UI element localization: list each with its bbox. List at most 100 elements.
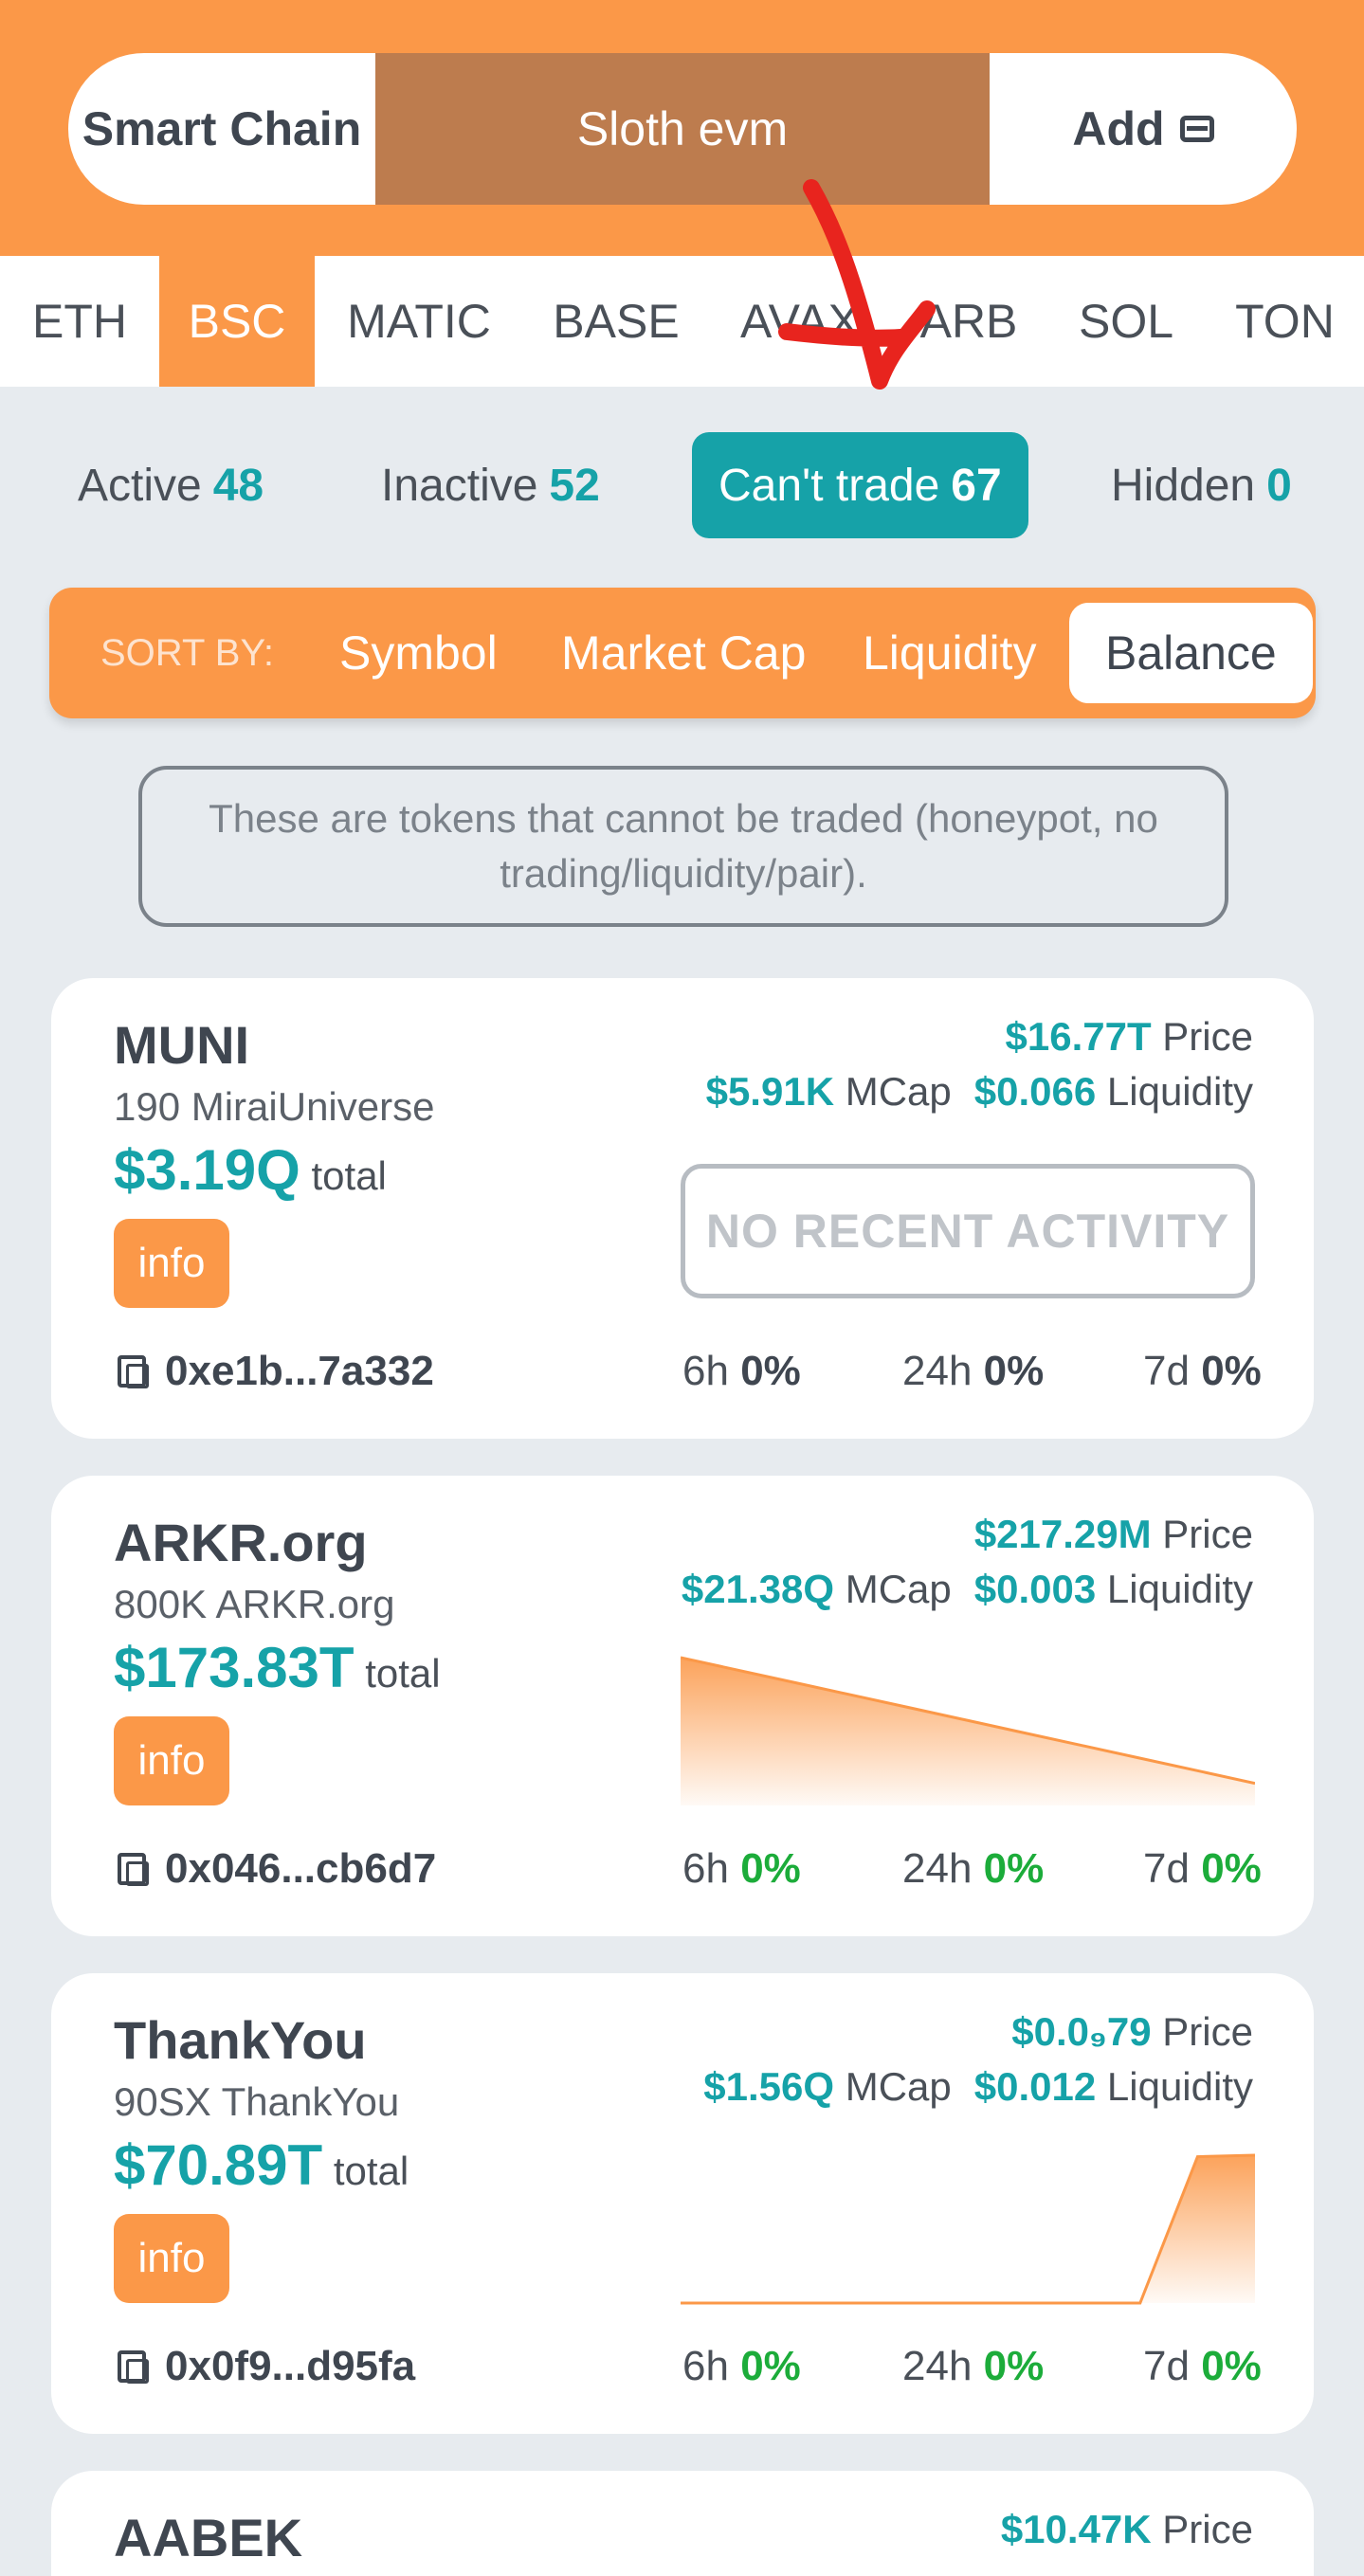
token-mcap-liquidity: $1.56Q MCap $0.012 Liquidity	[703, 2064, 1253, 2110]
filter-inactive[interactable]: Inactive 52	[381, 432, 600, 538]
change-7d-label: 7d	[1143, 1845, 1190, 1892]
token-price-value: $0.0₉79	[1011, 2009, 1152, 2054]
change-24h-value: 0%	[983, 1845, 1045, 1892]
filter-inactive-count: 52	[549, 460, 600, 511]
header-bar: Smart Chain Sloth evm Add	[0, 0, 1364, 256]
filter-hidden-count: 0	[1266, 460, 1292, 511]
info-button[interactable]: info	[114, 1219, 229, 1308]
token-liquidity-label: Liquidity	[1106, 1567, 1253, 1611]
info-button[interactable]: info	[114, 2214, 229, 2303]
token-liquidity-value: $0.066	[973, 1069, 1097, 1114]
change-6h-value: 0%	[740, 1845, 801, 1892]
token-symbol: MUNI	[114, 1015, 250, 1075]
token-address[interactable]: 0x046...cb6d7	[118, 1845, 436, 1893]
token-address[interactable]: 0xe1b...7a332	[118, 1348, 434, 1395]
change-7d: 7d 0%	[1143, 2343, 1262, 2390]
change-24h: 24h 0%	[902, 1845, 1044, 1893]
tab-eth[interactable]: ETH	[32, 295, 127, 348]
token-address-text: 0x046...cb6d7	[165, 1845, 437, 1892]
filter-cant-trade-count: 67	[951, 460, 1002, 511]
change-7d-label: 7d	[1143, 1348, 1190, 1394]
token-address[interactable]: 0x0f9...d95fa	[118, 2343, 415, 2390]
tab-ton[interactable]: TON	[1235, 295, 1335, 348]
change-6h-label: 6h	[682, 1845, 729, 1892]
token-liquidity-label: Liquidity	[1106, 1069, 1253, 1114]
tab-avax[interactable]: AVAX	[740, 295, 860, 348]
token-card[interactable]: MUNI 190 MiraiUniverse $3.19Q total info…	[51, 978, 1314, 1439]
change-6h: 6h 0%	[682, 1845, 801, 1893]
wallet-switcher: Smart Chain Sloth evm Add	[68, 53, 1297, 205]
token-mcap-label: MCap	[845, 1567, 952, 1611]
token-price-label: Price	[1162, 2507, 1253, 2551]
status-filters: Active 48 Inactive 52 Can't trade 67 Hid…	[0, 432, 1364, 538]
token-mcap-liquidity: $5.91K MCap $0.066 Liquidity	[706, 1069, 1253, 1115]
token-total-value: $173.83T	[114, 1636, 355, 1699]
change-7d-value: 0%	[1201, 1348, 1262, 1394]
token-holding: 800K ARKR.org	[114, 1582, 395, 1626]
token-price-value: $10.47K	[1000, 2507, 1152, 2551]
chain-selector-button[interactable]: Smart Chain	[82, 102, 362, 155]
change-24h-value: 0%	[983, 2343, 1045, 2389]
price-sparkline	[681, 2153, 1255, 2305]
network-tabs: ETH BSC MATIC BASE AVAX ARB SOL TON	[0, 256, 1364, 387]
info-button[interactable]: info	[114, 1716, 229, 1805]
change-7d-label: 7d	[1143, 2343, 1190, 2389]
wallet-name-button[interactable]: Sloth evm	[375, 53, 990, 205]
tab-base[interactable]: BASE	[553, 295, 680, 348]
change-7d: 7d 0%	[1143, 1845, 1262, 1893]
sort-market-cap[interactable]: Market Cap	[561, 626, 807, 680]
change-24h-label: 24h	[902, 1348, 973, 1394]
token-price-label: Price	[1162, 1512, 1253, 1556]
token-mcap-liquidity: $21.38Q MCap $0.003 Liquidity	[682, 1567, 1253, 1612]
sparkline-area	[681, 2155, 1255, 2303]
token-holding: 190 MiraiUniverse	[114, 1084, 435, 1129]
tab-bsc[interactable]: BSC	[159, 256, 315, 387]
token-symbol: AABEK	[114, 2508, 303, 2567]
tab-matic[interactable]: MATIC	[347, 295, 491, 348]
sort-symbol[interactable]: Symbol	[339, 626, 498, 680]
token-mcap-label: MCap	[845, 1069, 952, 1114]
token-card[interactable]: AABEK $10.47K Price	[51, 2471, 1314, 2576]
sort-balance[interactable]: Balance	[1069, 603, 1313, 703]
sparkline-line	[681, 2153, 1255, 2305]
token-total: $173.83T total	[114, 1635, 441, 1700]
filter-active-count: 48	[212, 460, 264, 511]
token-total-label: total	[333, 2149, 409, 2193]
copy-icon[interactable]	[118, 1853, 149, 1886]
token-card[interactable]: ThankYou 90SX ThankYou $70.89T total inf…	[51, 1973, 1314, 2434]
sort-liquidity[interactable]: Liquidity	[863, 626, 1037, 680]
filter-inactive-label: Inactive	[381, 460, 538, 511]
wallet-icon	[1179, 116, 1214, 142]
token-liquidity-label: Liquidity	[1106, 2064, 1253, 2109]
token-price: $16.77T Price	[1006, 1014, 1254, 1060]
token-card[interactable]: ARKR.org 800K ARKR.org $173.83T total in…	[51, 1476, 1314, 1936]
token-liquidity-value: $0.012	[973, 2064, 1097, 2109]
token-mcap-value: $1.56Q	[703, 2064, 835, 2109]
tab-arb[interactable]: ARB	[919, 295, 1018, 348]
no-recent-activity: NO RECENT ACTIVITY	[681, 1164, 1255, 1298]
filter-active-label: Active	[78, 460, 202, 511]
token-total-value: $70.89T	[114, 2133, 323, 2197]
token-price-value: $217.29M	[973, 1512, 1152, 1556]
token-holding: 90SX ThankYou	[114, 2079, 400, 2124]
token-mcap-label: MCap	[845, 2064, 952, 2109]
change-6h-value: 0%	[740, 2343, 801, 2389]
token-price: $0.0₉79 Price	[1011, 2009, 1253, 2055]
token-total-label: total	[311, 1153, 387, 1198]
token-address-text: 0x0f9...d95fa	[165, 2343, 416, 2389]
token-mcap-value: $21.38Q	[681, 1567, 835, 1611]
token-price-label: Price	[1162, 2009, 1253, 2054]
tab-sol[interactable]: SOL	[1078, 295, 1174, 348]
copy-icon[interactable]	[118, 1355, 149, 1388]
add-wallet-label: Add	[1072, 102, 1165, 155]
sort-bar: SORT BY: Symbol Market Cap Liquidity Bal…	[49, 588, 1316, 718]
filter-active[interactable]: Active 48	[78, 432, 264, 538]
sort-by-label: SORT BY:	[100, 631, 275, 674]
copy-icon[interactable]	[118, 2350, 149, 2384]
change-6h: 6h 0%	[682, 2343, 801, 2390]
filter-hidden[interactable]: Hidden 0	[1111, 432, 1292, 538]
filter-cant-trade[interactable]: Can't trade 67	[692, 432, 1028, 538]
filter-hidden-label: Hidden	[1111, 460, 1256, 511]
price-sparkline	[681, 1656, 1255, 1805]
add-wallet-button[interactable]: Add	[990, 53, 1297, 205]
